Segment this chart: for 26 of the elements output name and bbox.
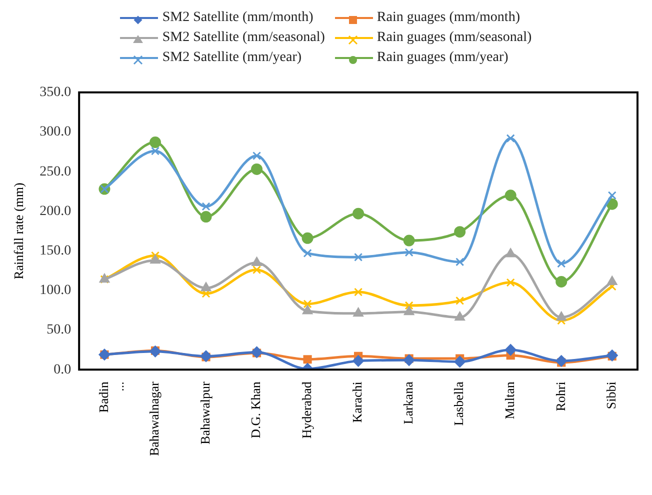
x-tick-label: Rohri	[552, 381, 568, 412]
y-tick-label: 300.0	[40, 124, 72, 140]
y-tick-label: 200.0	[40, 204, 72, 219]
x-tick-label: Larkana	[400, 381, 416, 424]
y-tick-label: 0.0	[54, 362, 72, 378]
legend-label: SM2 Satellite (mm/month)	[162, 10, 314, 25]
legend-label: SM2 Satellite (mm/year)	[162, 50, 302, 65]
x-tick-label: Bahawalpur	[197, 380, 212, 444]
x-tick-label: Sibbi	[604, 381, 619, 410]
x-tick-label: Karachi	[350, 381, 365, 423]
x-tick-label: Multan	[502, 381, 518, 420]
y-tick-label: 250.0	[40, 164, 72, 180]
legend-label: SM2 Satellite (mm/seasonal)	[162, 30, 325, 45]
legend-label: Rain guages (mm/month)	[376, 10, 520, 25]
y-tick-label: 150.0	[40, 244, 72, 258]
x-tick-label: Bahawalnagar	[146, 380, 162, 456]
legend-label: Rain guages (mm/seasonal)	[376, 30, 532, 45]
x-tick-label: Hyderabad	[298, 381, 314, 439]
y-tick-label: 100.0	[40, 283, 72, 298]
y-tick-label: 50.0	[46, 322, 72, 338]
legend-label: Rain guages (mm/year)	[376, 50, 508, 65]
y-axis-title: Rainfall rate (mm)	[11, 182, 26, 280]
x-tick-label: D.G. Khan	[248, 381, 264, 438]
x-tick-label: Lasbella	[451, 381, 466, 426]
y-tick-label: 350.0	[40, 85, 72, 100]
x-tick-label: Badin ...	[96, 381, 127, 413]
